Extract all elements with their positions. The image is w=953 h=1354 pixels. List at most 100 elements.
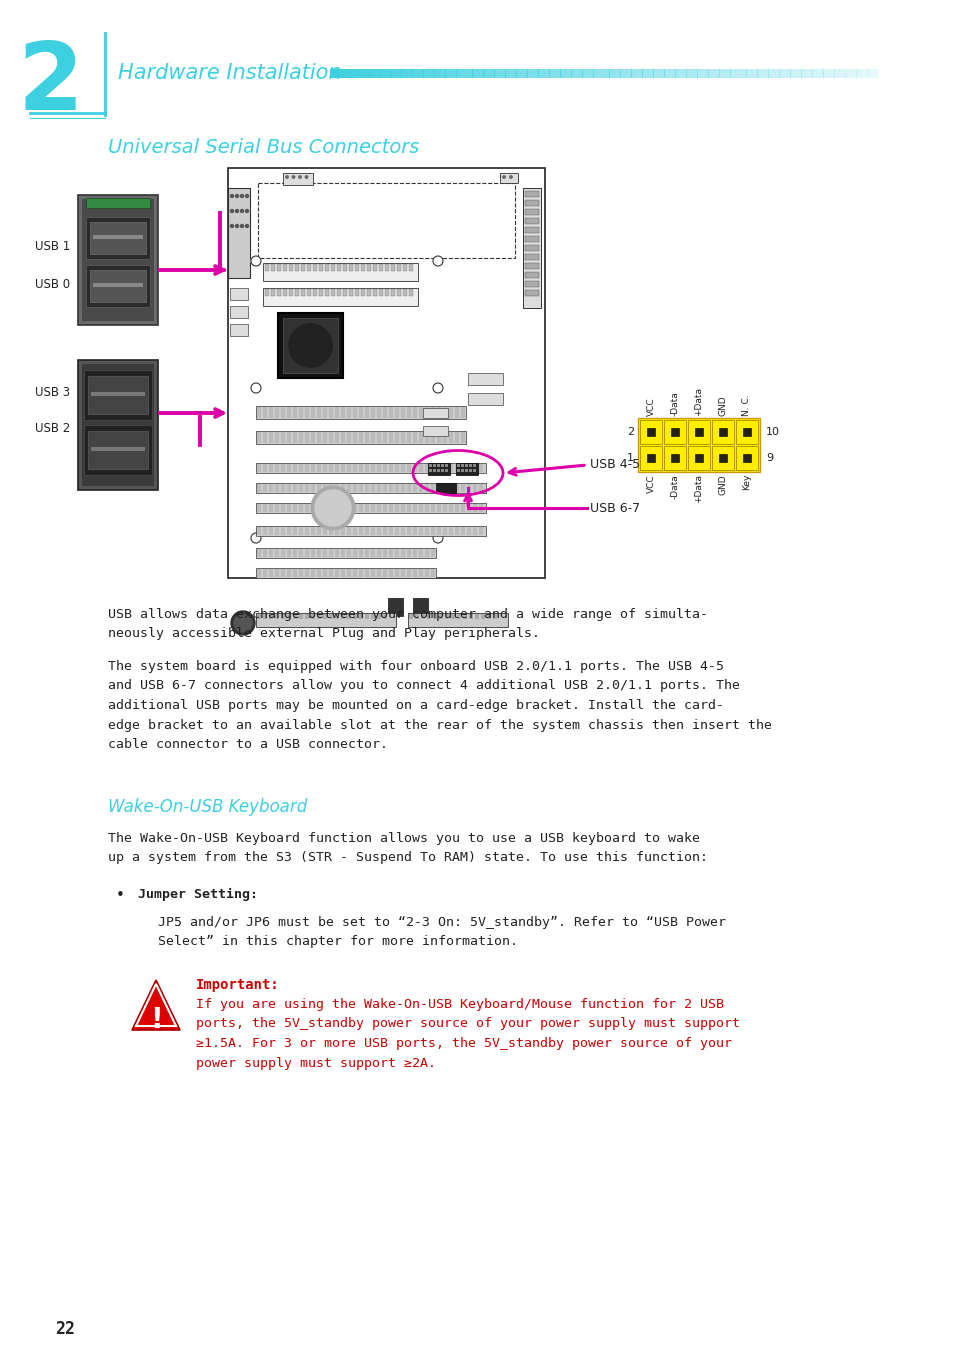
Bar bbox=[455, 504, 458, 512]
Bar bbox=[358, 569, 363, 577]
Bar bbox=[256, 527, 261, 535]
Bar bbox=[329, 483, 333, 492]
Bar bbox=[460, 504, 464, 512]
Bar bbox=[329, 527, 333, 535]
Bar bbox=[456, 464, 459, 467]
Bar bbox=[431, 483, 435, 492]
Bar bbox=[311, 483, 314, 492]
Bar bbox=[396, 288, 400, 297]
Bar bbox=[436, 408, 440, 418]
Text: Wake-On-USB Keyboard: Wake-On-USB Keyboard bbox=[108, 798, 307, 816]
Bar bbox=[413, 527, 416, 535]
Bar bbox=[449, 408, 453, 418]
Bar bbox=[455, 432, 458, 443]
Text: N. C.: N. C. bbox=[741, 394, 751, 416]
Bar bbox=[376, 483, 380, 492]
Bar bbox=[412, 69, 417, 77]
Bar bbox=[336, 288, 340, 297]
Bar bbox=[340, 613, 345, 619]
Bar bbox=[653, 69, 659, 77]
Bar bbox=[301, 288, 305, 297]
Bar bbox=[663, 69, 670, 77]
Bar bbox=[817, 69, 822, 77]
Bar bbox=[669, 69, 675, 77]
Bar bbox=[263, 548, 267, 556]
Bar bbox=[283, 264, 287, 271]
Bar bbox=[376, 504, 380, 512]
Bar bbox=[269, 408, 273, 418]
Bar bbox=[418, 548, 422, 556]
Bar bbox=[316, 483, 320, 492]
Bar bbox=[311, 464, 314, 473]
Bar bbox=[647, 69, 653, 77]
Text: USB 6-7: USB 6-7 bbox=[589, 501, 639, 515]
Bar bbox=[298, 464, 303, 473]
Bar bbox=[228, 188, 250, 278]
Bar bbox=[418, 504, 422, 512]
Bar bbox=[473, 468, 476, 473]
Text: USB 2: USB 2 bbox=[34, 421, 70, 435]
Bar bbox=[464, 468, 468, 473]
Bar bbox=[281, 464, 285, 473]
Bar bbox=[368, 69, 374, 77]
Bar bbox=[385, 264, 389, 271]
Bar bbox=[516, 69, 521, 77]
Bar bbox=[436, 527, 440, 535]
Bar bbox=[450, 69, 456, 77]
Bar bbox=[269, 548, 273, 556]
Bar bbox=[472, 69, 478, 77]
Bar bbox=[395, 548, 398, 556]
Bar bbox=[407, 464, 411, 473]
Bar bbox=[293, 569, 296, 577]
Bar bbox=[287, 548, 291, 556]
Circle shape bbox=[251, 256, 261, 265]
Bar bbox=[735, 420, 758, 444]
Bar bbox=[374, 69, 379, 77]
Bar bbox=[384, 69, 391, 77]
Bar bbox=[313, 288, 316, 297]
Bar bbox=[281, 408, 285, 418]
Bar bbox=[409, 264, 413, 271]
Bar bbox=[347, 569, 351, 577]
Circle shape bbox=[245, 195, 248, 198]
Bar bbox=[422, 408, 448, 418]
Bar bbox=[82, 364, 153, 486]
Bar bbox=[255, 613, 395, 627]
Bar bbox=[358, 504, 363, 512]
Bar bbox=[335, 69, 341, 77]
Bar bbox=[293, 504, 296, 512]
Bar bbox=[289, 288, 293, 297]
Bar bbox=[256, 483, 261, 492]
Bar bbox=[428, 463, 450, 475]
Text: 1: 1 bbox=[626, 454, 634, 463]
Bar bbox=[697, 69, 702, 77]
Bar bbox=[88, 376, 148, 414]
Bar bbox=[711, 420, 733, 444]
Bar bbox=[524, 218, 538, 223]
Text: -Data: -Data bbox=[670, 391, 679, 416]
Bar bbox=[269, 483, 273, 492]
Bar bbox=[389, 569, 393, 577]
Bar bbox=[371, 548, 375, 556]
Bar bbox=[418, 527, 422, 535]
Bar bbox=[389, 464, 393, 473]
Bar bbox=[91, 393, 145, 395]
Bar bbox=[839, 69, 844, 77]
Bar bbox=[298, 483, 303, 492]
Bar bbox=[323, 504, 327, 512]
Bar bbox=[255, 525, 485, 536]
Bar bbox=[413, 548, 416, 556]
Bar bbox=[822, 69, 828, 77]
Bar bbox=[298, 548, 303, 556]
Text: 10: 10 bbox=[765, 427, 780, 437]
Circle shape bbox=[292, 176, 294, 179]
Bar bbox=[449, 483, 453, 492]
Bar bbox=[522, 188, 540, 307]
Bar bbox=[323, 569, 327, 577]
Bar bbox=[402, 264, 407, 271]
Text: 22: 22 bbox=[55, 1320, 75, 1338]
Bar bbox=[695, 428, 702, 436]
Circle shape bbox=[231, 611, 254, 635]
Bar bbox=[442, 432, 447, 443]
Bar bbox=[467, 504, 471, 512]
